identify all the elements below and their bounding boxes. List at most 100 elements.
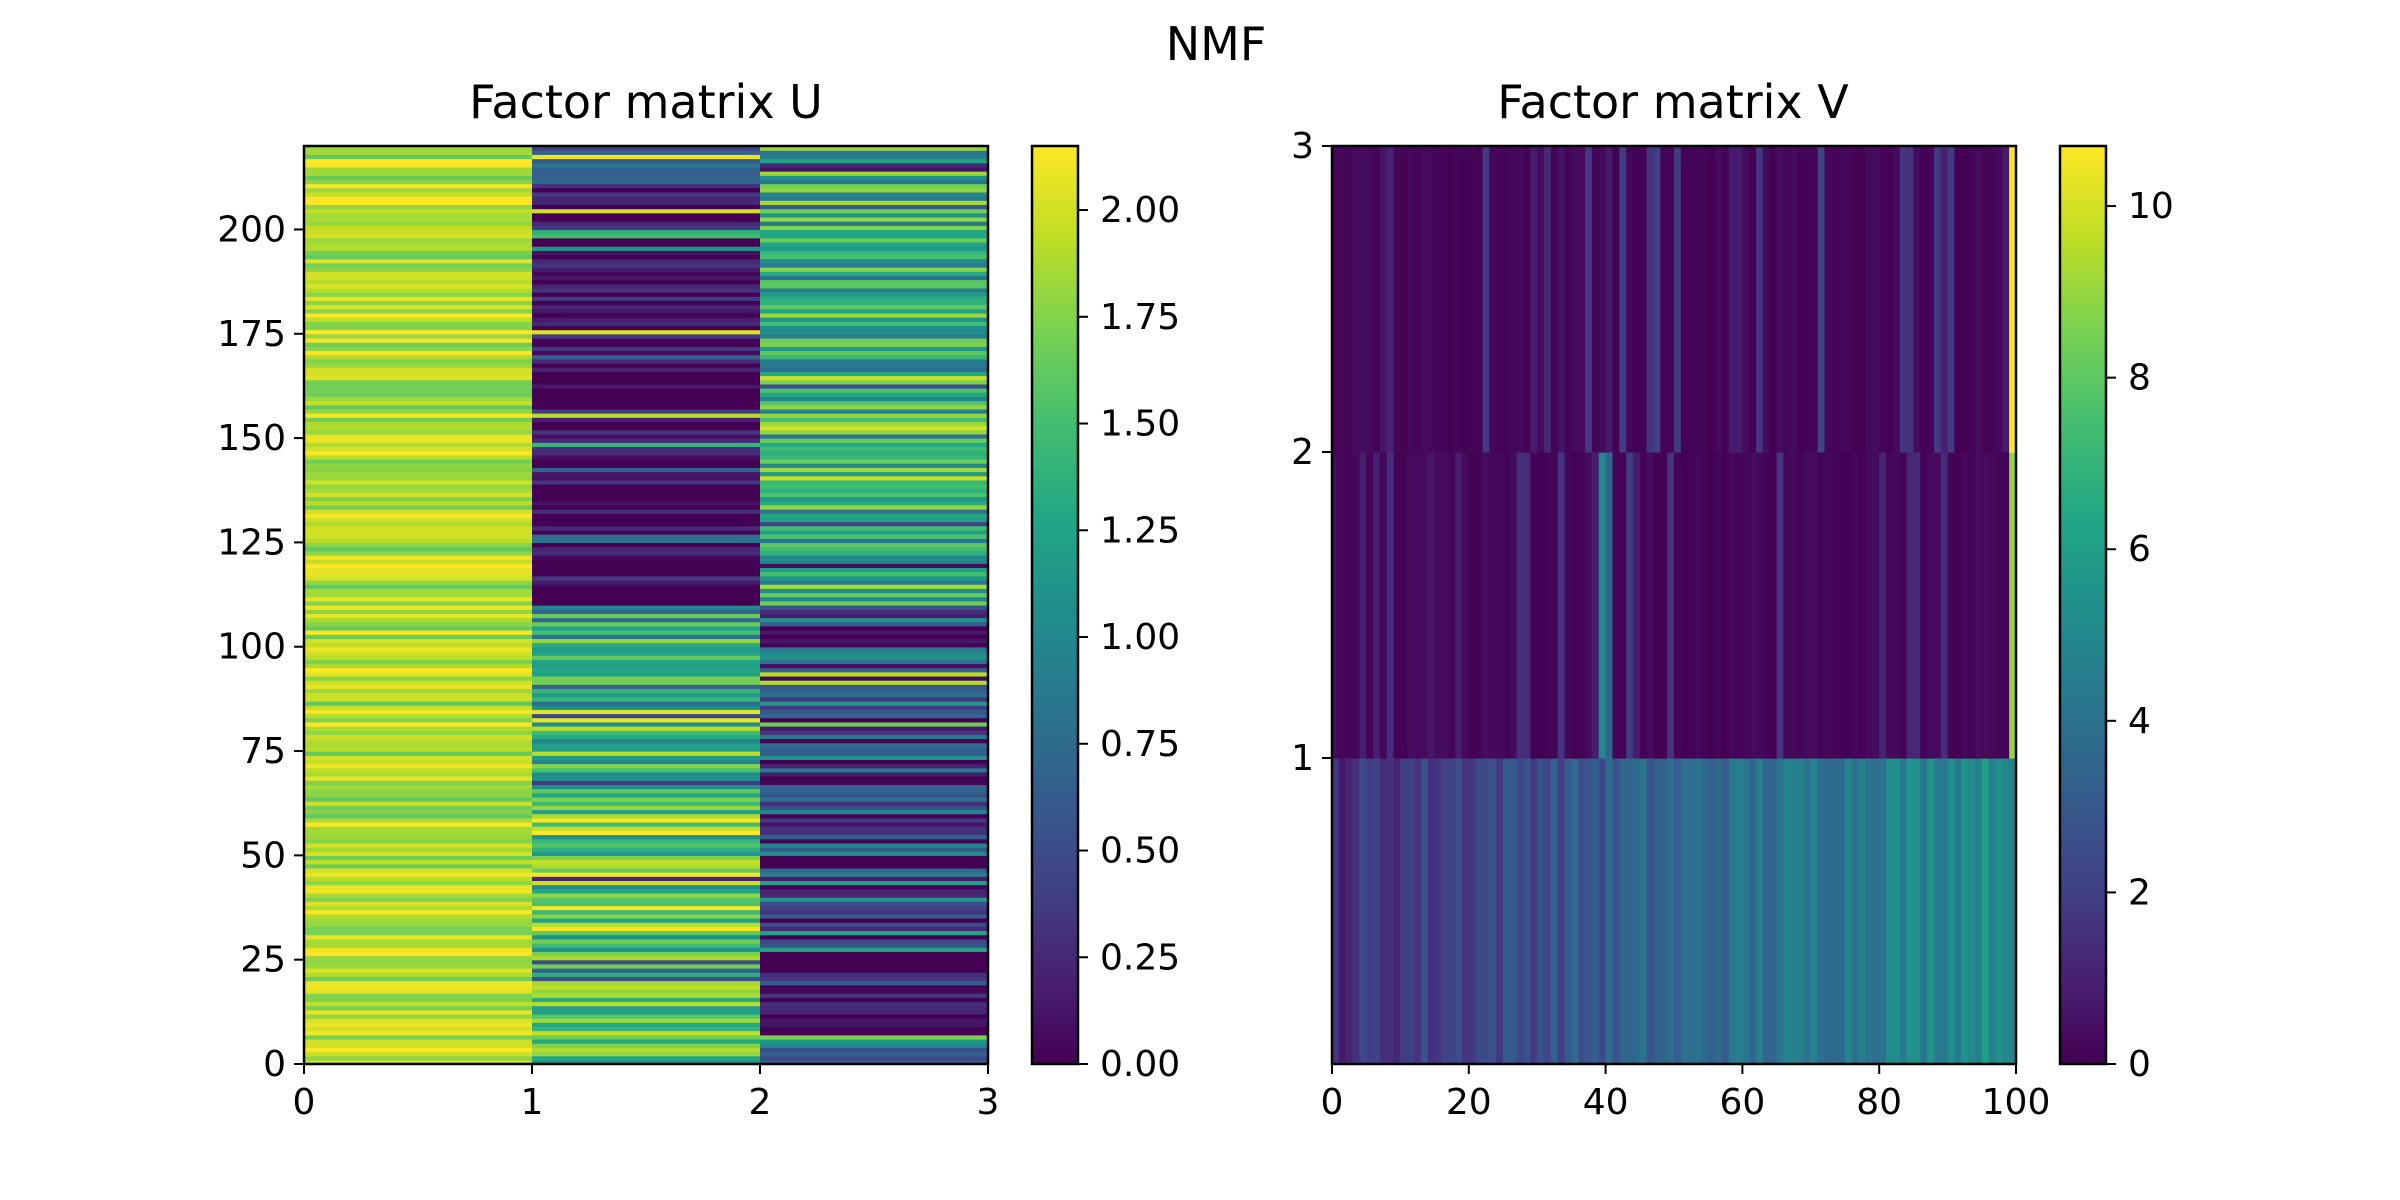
heatmap-cell (532, 942, 761, 948)
heatmap-cell (304, 367, 533, 372)
heatmap-cell (760, 337, 989, 343)
heatmap-cell (760, 442, 989, 448)
factor-v-colorbar-band (2060, 898, 2106, 904)
heatmap-cell (304, 838, 533, 844)
heatmap-cell (760, 713, 989, 719)
heatmap-cell (304, 463, 533, 468)
heatmap-cell (532, 554, 761, 560)
heatmap-cell (304, 909, 533, 915)
heatmap-cell (760, 346, 989, 352)
heatmap-cell (532, 396, 761, 402)
heatmap-cell (760, 684, 989, 690)
heatmap-cell (760, 834, 989, 840)
heatmap-cell (304, 776, 533, 781)
factor-u-colorbar-band (1032, 384, 1078, 390)
heatmap-cell (304, 688, 533, 694)
heatmap-cell (1578, 146, 1586, 453)
factor-v-colorbar-band (2060, 967, 2106, 973)
heatmap-cell (532, 630, 761, 635)
heatmap-cell (760, 705, 989, 710)
factor-v-colorbar-band (2060, 237, 2106, 243)
factor-u-x-tick-label: 0 (293, 1082, 316, 1123)
heatmap-cell (760, 821, 989, 827)
factor-u-colorbar-band (1032, 1008, 1078, 1015)
factor-v-colorbar-band (2060, 292, 2106, 299)
heatmap-cell (760, 429, 989, 435)
heatmap-cell (304, 717, 533, 723)
heatmap-cell (760, 400, 989, 406)
heatmap-cell (1715, 758, 1723, 1065)
factor-u-colorbar-band (1032, 467, 1078, 473)
heatmap-cell (1776, 452, 1785, 759)
heatmap-cell (304, 888, 533, 894)
heatmap-cell (760, 517, 989, 523)
heatmap-cell (532, 930, 761, 936)
heatmap-cell (1537, 146, 1545, 453)
heatmap-cell (1434, 758, 1443, 1065)
heatmap-cell (1427, 146, 1436, 453)
heatmap-cell (760, 358, 989, 364)
factor-v-colorbar-band (2060, 788, 2106, 794)
factor-u-colorbar-band (1032, 315, 1078, 322)
heatmap-cell (1632, 146, 1641, 453)
heatmap-cell (304, 696, 533, 702)
heatmap-cell (532, 655, 761, 660)
heatmap-cell (304, 517, 533, 523)
heatmap-cell (304, 408, 533, 414)
heatmap-cell (760, 204, 989, 210)
heatmap-cell (304, 634, 533, 639)
heatmap-cell (1940, 146, 1949, 453)
heatmap-cell (532, 730, 761, 735)
heatmap-cell (1845, 452, 1853, 759)
factor-v-colorbar-band (2060, 536, 2106, 542)
heatmap-cell (760, 863, 989, 869)
heatmap-cell (304, 504, 533, 510)
factor-u-colorbar-band (1032, 251, 1078, 257)
heatmap-cell (304, 329, 533, 335)
factor-v-colorbar-band (2060, 517, 2106, 523)
factor-u-colorbar-band (1032, 728, 1078, 735)
heatmap-cell (1646, 146, 1655, 453)
heatmap-cell (1489, 758, 1497, 1065)
heatmap-cell (1920, 452, 1928, 759)
factor-u-colorbar-tick-label: 0.25 (1100, 937, 1180, 978)
factor-v-colorbar-band (2060, 793, 2106, 799)
heatmap-cell (760, 333, 989, 339)
heatmap-cell (760, 521, 989, 527)
heatmap-cell (304, 500, 533, 506)
heatmap-cell (1783, 146, 1791, 453)
heatmap-cell (1352, 758, 1360, 1065)
heatmap-cell (532, 279, 761, 285)
factor-v-colorbar-band (2060, 164, 2106, 170)
factor-u-colorbar-band (1032, 210, 1078, 216)
heatmap-cell (532, 254, 761, 260)
heatmap-cell (2002, 758, 2010, 1065)
factor-v-colorbar-band (2060, 646, 2106, 652)
heatmap-cell (304, 596, 533, 602)
heatmap-cell (1803, 758, 1812, 1065)
factor-u-colorbar-band (1032, 361, 1078, 367)
heatmap-cell (532, 876, 761, 881)
heatmap-cell (1427, 758, 1436, 1065)
factor-u-colorbar-band (1032, 256, 1078, 262)
heatmap-cell (1735, 452, 1743, 759)
heatmap-cell (760, 771, 989, 777)
heatmap-cell (1468, 452, 1477, 759)
heatmap-cell (1585, 146, 1593, 453)
factor-u-colorbar-band (1032, 921, 1078, 927)
heatmap-cell (532, 350, 761, 356)
heatmap-cell (1865, 146, 1873, 453)
heatmap-cell (532, 200, 761, 206)
heatmap-cell (1838, 758, 1846, 1065)
factor-u-colorbar-band (1032, 976, 1078, 982)
heatmap-cell (760, 801, 989, 806)
heatmap-cell (532, 867, 761, 873)
heatmap-cell (1927, 758, 1935, 1065)
factor-u-colorbar-band (1032, 453, 1078, 459)
factor-v-colorbar-band (2060, 159, 2106, 165)
factor-v-colorbar-band (2060, 187, 2106, 193)
heatmap-cell (1913, 758, 1921, 1065)
heatmap-cell (1578, 452, 1586, 759)
heatmap-cell (1414, 146, 1422, 453)
factor-u-colorbar-band (1032, 320, 1078, 326)
